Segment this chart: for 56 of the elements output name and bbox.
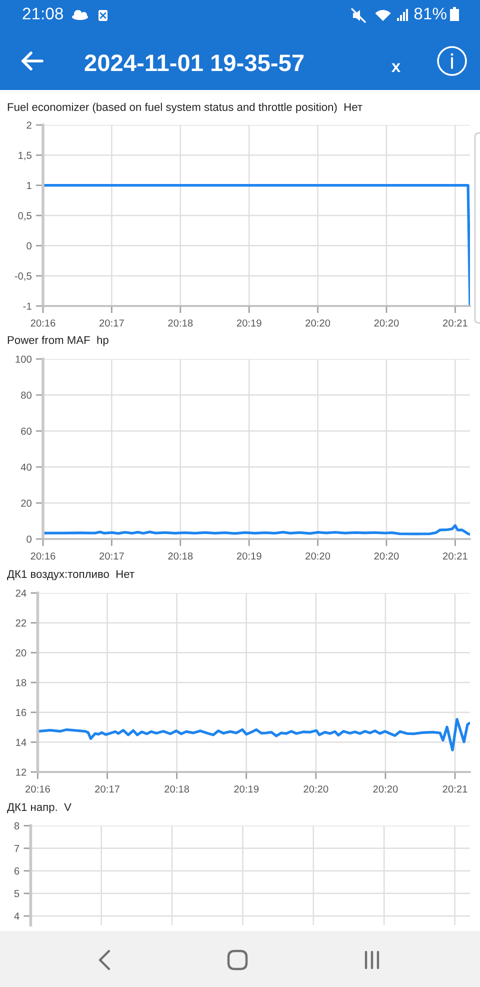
y-tick-label: 24: [16, 590, 26, 597]
line-series: [38, 718, 470, 752]
y-tick-label: 100: [16, 356, 32, 363]
y-tick-label: 2: [26, 122, 32, 129]
line-series: [43, 524, 470, 536]
y-tick-label: 1: [27, 182, 32, 190]
x-tick-label: 20:18: [168, 319, 193, 327]
y-tick-label: 0: [26, 536, 32, 543]
x-tick-label: 20:19: [234, 785, 259, 793]
x-tick-label: 20:20: [374, 552, 399, 560]
x-tick-label: 20:17: [100, 552, 124, 560]
y-tick-label: 40: [20, 464, 32, 471]
y-tick-label: 12: [16, 768, 26, 776]
text: 81%: [414, 8, 446, 20]
y-tick-label: 80: [21, 392, 32, 399]
chart-title: ДК1 воздух:топливо Нет: [7, 570, 134, 580]
y-tick-label: -1: [23, 302, 32, 310]
x-tick-label: 20:19: [236, 552, 262, 560]
x-tick-label: 20:21: [443, 319, 468, 327]
y-tick-label: 4: [14, 912, 20, 920]
y-tick-label: 5: [14, 890, 20, 898]
x-tick-label: 20:18: [164, 785, 190, 793]
chart-title: ДК1 напр. V: [7, 803, 72, 814]
y-tick-label: 18: [16, 679, 26, 686]
x-tick-label: 20:20: [306, 552, 330, 560]
chart-title: Power from MAF hp: [8, 336, 108, 346]
y-tick-label: 14: [16, 738, 26, 746]
x-tick-label: 20:16: [30, 319, 56, 327]
x-tick-label: 20:16: [26, 785, 50, 793]
x-tick-label: 20:19: [236, 319, 262, 327]
chart-title: Fuel economizer (based on fuel system status and throttle position) Нет: [8, 102, 362, 114]
y-tick-label: 22: [16, 619, 26, 627]
text: 2024-11-01 19-35-57: [84, 54, 304, 72]
x-tick-label: 20:16: [30, 552, 56, 560]
x-tick-label: 20:20: [304, 785, 328, 793]
y-tick-label: 0,5: [18, 212, 32, 220]
x-tick-label: 20:18: [168, 552, 193, 560]
y-tick-label: -0,5: [14, 272, 32, 281]
x-tick-label: 20:17: [100, 319, 124, 327]
y-tick-label: 6: [14, 867, 20, 875]
x-tick-label: 20:20: [373, 785, 398, 793]
y-tick-label: 60: [21, 428, 32, 435]
x-tick-label: 20:20: [306, 319, 330, 327]
x-tick-label: 20:21: [442, 785, 468, 793]
text: x: [391, 63, 401, 72]
x-tick-label: 20:20: [374, 319, 399, 327]
x-tick-label: 20:17: [95, 785, 120, 793]
y-tick-label: 20: [21, 500, 32, 507]
y-tick-label: 16: [16, 708, 26, 716]
y-tick-label: 20: [16, 649, 26, 656]
y-tick-label: 1,5: [18, 152, 32, 160]
x-tick-label: 20:21: [443, 552, 468, 560]
text: 21:08: [22, 8, 63, 20]
y-tick-label: 8: [14, 822, 20, 830]
y-tick-label: 7: [14, 844, 20, 852]
y-tick-label: 0: [26, 242, 32, 250]
